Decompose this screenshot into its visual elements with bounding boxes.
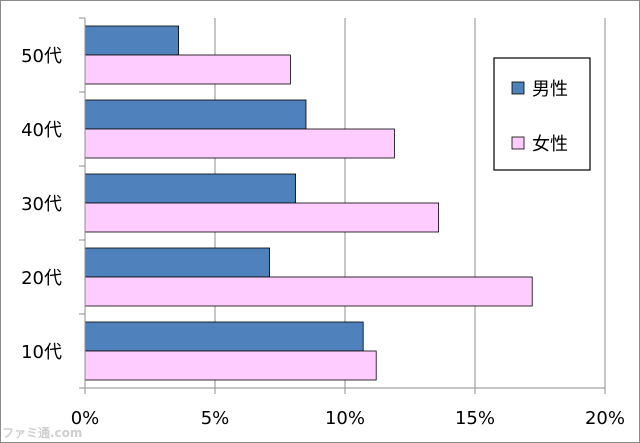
- legend-swatch: [511, 81, 525, 95]
- bar-male: [84, 247, 271, 278]
- legend-box: [493, 57, 591, 171]
- bar-female: [84, 54, 291, 85]
- legend-swatch: [511, 136, 525, 150]
- bar-female: [84, 276, 533, 307]
- bar-female: [84, 350, 377, 381]
- watermark-logo: ファミ通.com: [2, 426, 83, 440]
- x-tick-label: 5%: [201, 408, 230, 429]
- legend-label: 男性: [532, 79, 568, 100]
- bar-male: [84, 321, 364, 352]
- category-label: 40代: [21, 120, 62, 141]
- x-tick-label: 10%: [325, 408, 365, 429]
- x-tick-label: 0%: [71, 408, 100, 429]
- bar-female: [84, 128, 395, 159]
- bar-male: [84, 99, 307, 130]
- x-tick-label: 20%: [585, 408, 625, 429]
- legend-label: 女性: [532, 134, 568, 155]
- category-label: 20代: [21, 268, 62, 289]
- category-label: 30代: [21, 194, 62, 215]
- bar-male: [84, 173, 297, 204]
- bar-male: [84, 25, 179, 56]
- category-label: 10代: [21, 342, 62, 363]
- bar-female: [84, 202, 440, 233]
- x-tick-label: 15%: [455, 408, 495, 429]
- category-label: 50代: [21, 46, 62, 67]
